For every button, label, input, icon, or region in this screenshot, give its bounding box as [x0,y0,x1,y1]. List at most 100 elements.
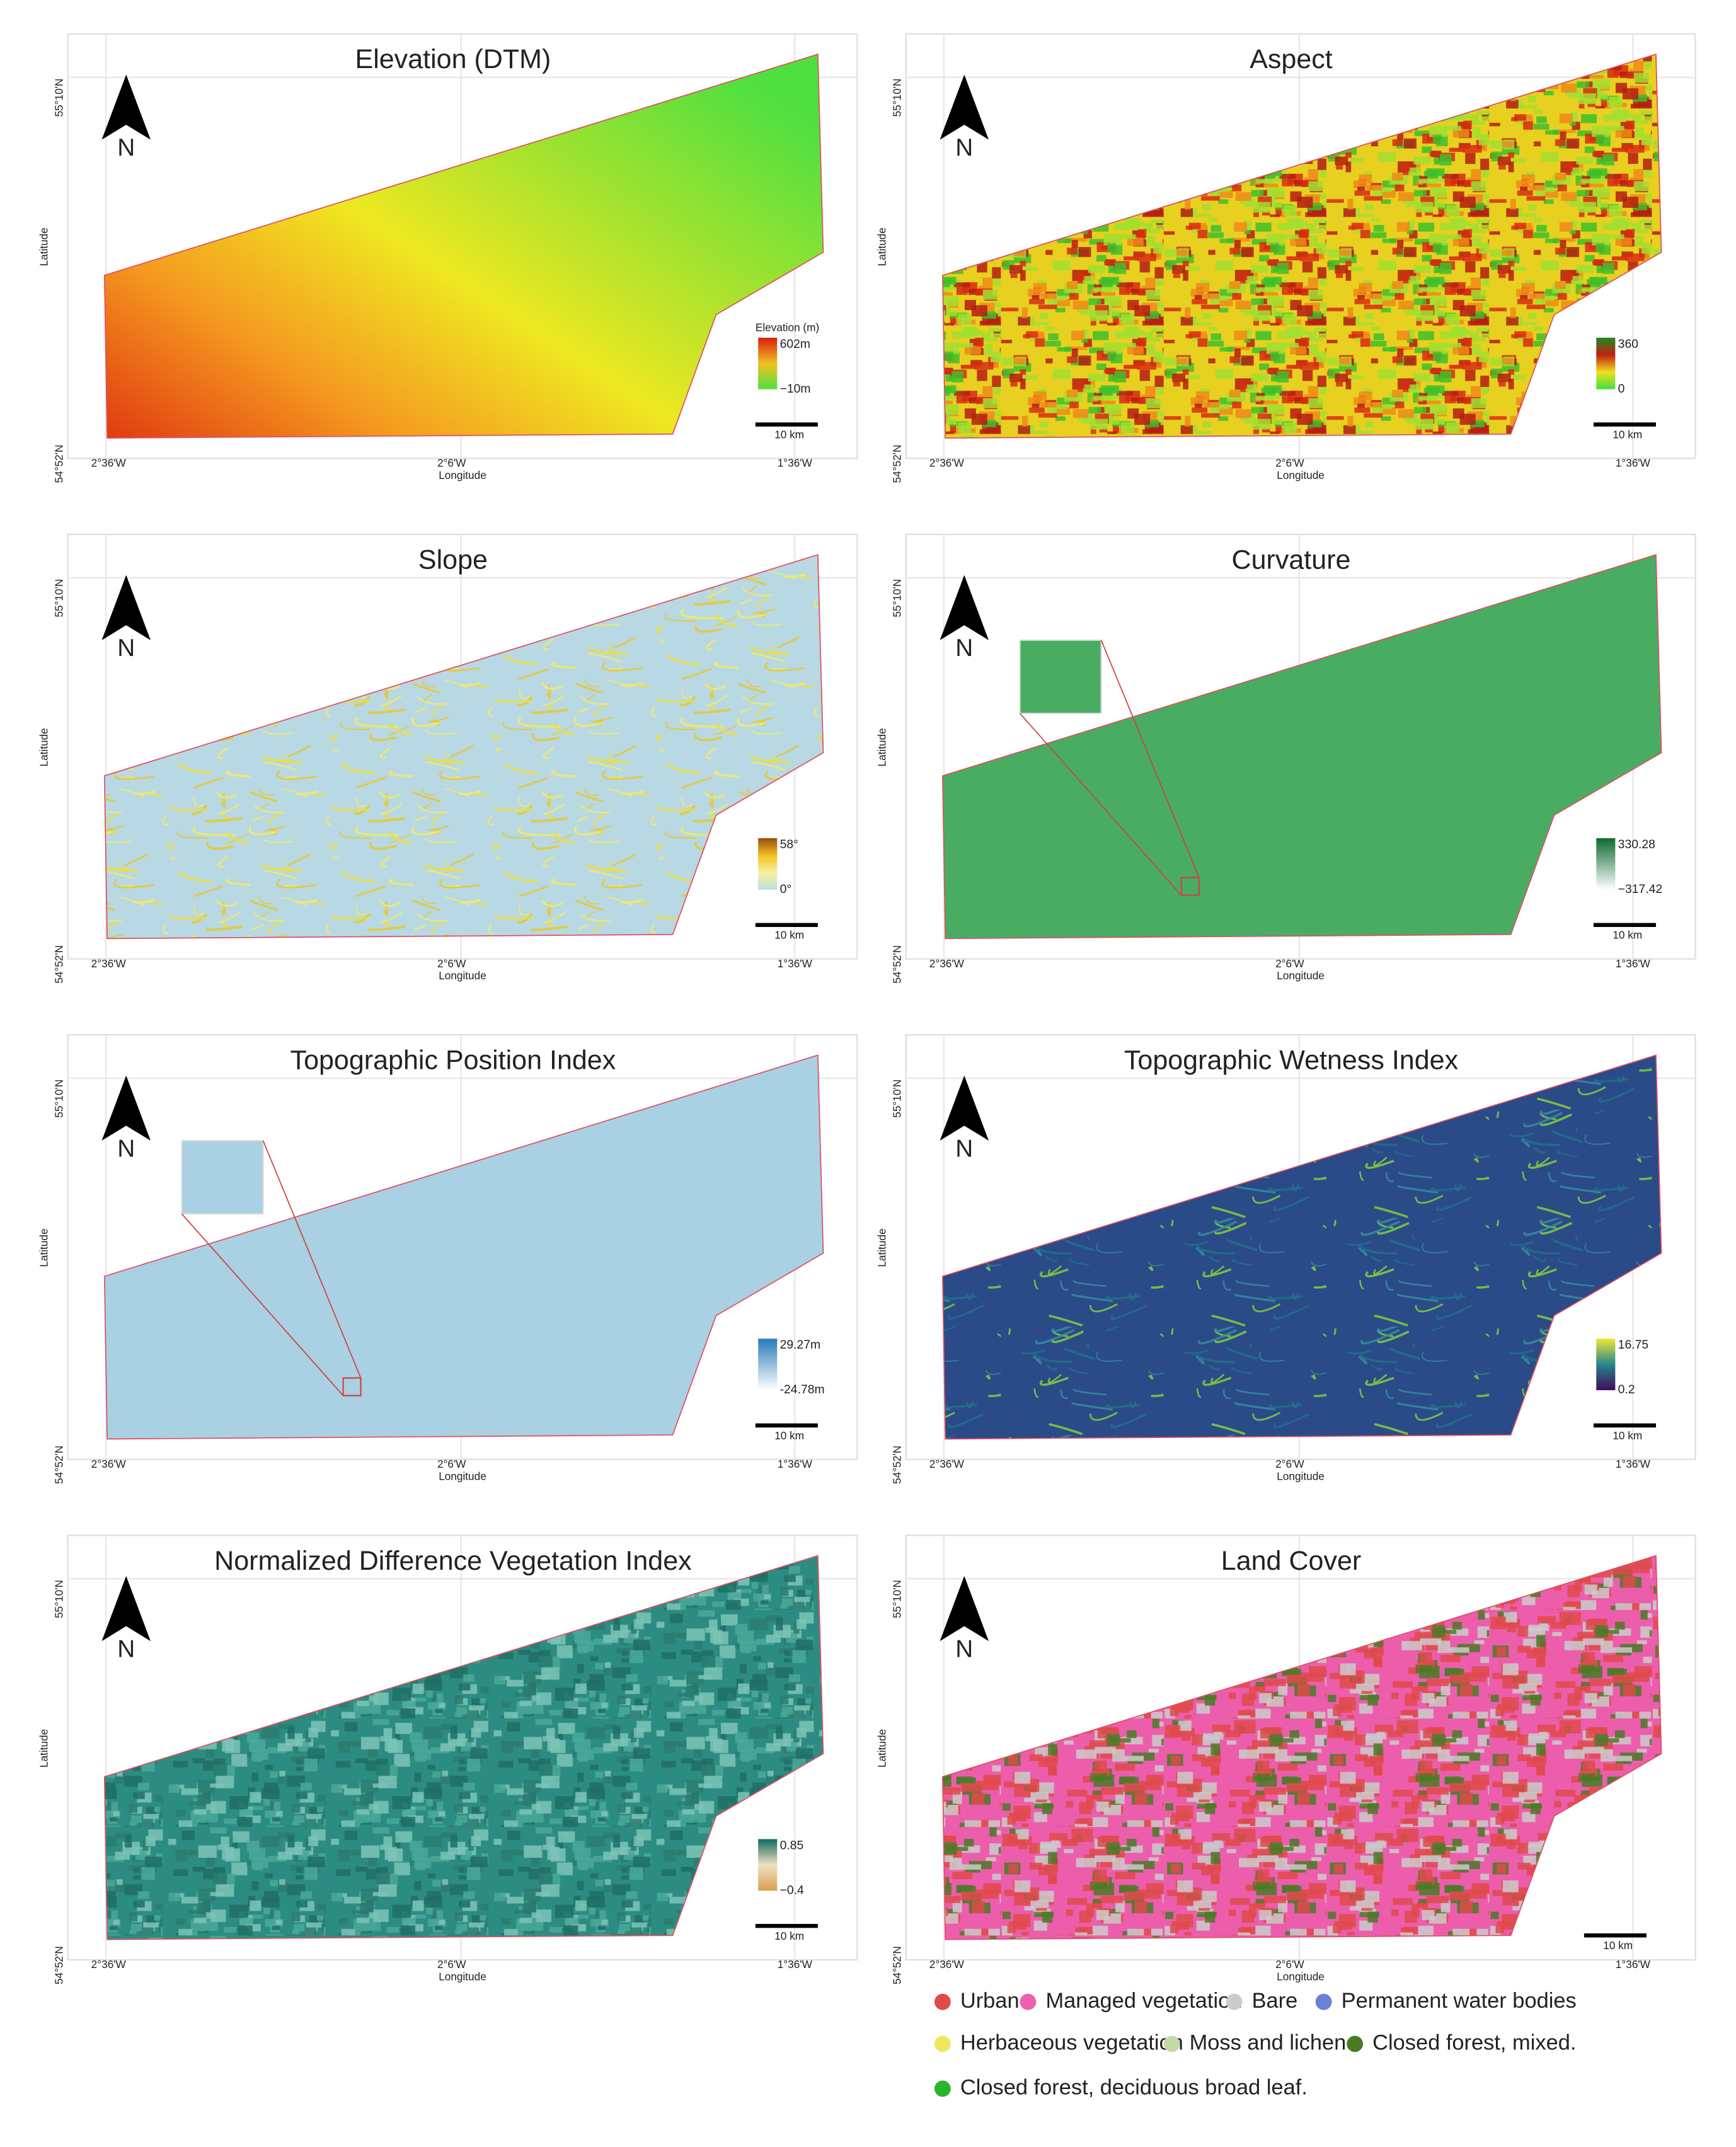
lon-tick-label: 1°36'W [778,1958,813,1971]
map-panel: Elevation (DTM) N 55°10'N 54°52'N 2°36'W 2°6'… [38,33,858,483]
inset-connector [1019,713,1182,896]
north-label: N [955,134,973,161]
legend-label: Permanent water bodies [1342,1989,1577,2013]
north-label: N [117,1636,135,1663]
color-bar [1596,1338,1616,1391]
map-area [103,554,824,940]
lat-tick-label: 54°52'N [890,945,903,984]
y-axis-label: Latitude [876,728,888,766]
inset-connector [262,1140,362,1379]
color-bar [1596,838,1616,890]
scale-label: 10 km [1603,1939,1633,1952]
legend-min: −317.42 [1618,882,1663,896]
legend-min: −10m [780,382,811,396]
legend-min: 0.2 [1618,1383,1635,1396]
north-arrow [101,1075,151,1141]
map-area [103,1555,824,1940]
color-bar [758,337,778,389]
lon-tick-label: 1°36'W [1616,457,1651,469]
legend-max: 360 [1618,337,1639,351]
legend-swatch [1163,2035,1180,2052]
lon-tick-label: 2°36'W [929,457,965,469]
scale-label: 10 km [1612,929,1642,941]
lat-tick-label: 54°52'N [52,445,65,483]
legend-swatch [1347,2035,1364,2052]
inset [1019,639,1102,715]
lon-tick-label: 2°6'W [1275,1458,1304,1470]
map-area [942,554,1662,940]
lat-tick-label: 55°10'N [52,79,65,117]
lon-tick-label: 2°36'W [91,957,127,970]
map-panel: Aspect N 55°10'N 54°52'N 2°36'W 2°6'W 1°36'W Lo… [876,33,1696,483]
scale-label: 10 km [774,1930,804,1942]
inset-connector [1100,640,1200,878]
color-bar [758,838,778,890]
lat-tick-label: 54°52'N [890,445,903,483]
map-title: Topographic Position Index [290,1045,616,1076]
legend-label: Managed vegetation [1045,1989,1242,2013]
y-axis-label: Latitude [38,728,50,766]
map-area [942,1054,1662,1440]
north-label: N [955,635,973,662]
lon-tick-label: 2°6'W [437,1958,466,1971]
color-bar [758,1338,778,1391]
map-title: Curvature [1232,544,1351,575]
x-axis-label: Longitude [439,469,486,481]
scale-label: 10 km [774,428,804,440]
lat-tick-label: 55°10'N [890,1079,903,1118]
zoom-box [1180,877,1200,896]
legend-label: Closed forest, deciduous broad leaf. [960,2076,1308,2100]
color-bar [1596,337,1616,389]
legend-label: Herbaceous vegetation [960,2031,1183,2055]
scale-label: 10 km [1612,428,1642,440]
lon-tick-label: 1°36'W [1616,957,1651,970]
map-panel: Slope N 55°10'N 54°52'N 2°36'W 2°6'W 1°36'W Lon… [38,533,858,984]
legend-max: 16.75 [1618,1338,1648,1352]
lat-tick-label: 54°52'N [890,1946,903,1984]
north-arrow [101,575,151,640]
lon-tick-label: 2°6'W [437,1458,466,1470]
inset [181,1139,264,1215]
legend-title: Elevation (m) [756,321,819,333]
lat-tick-label: 55°10'N [890,79,903,117]
legend-label: Moss and lichen [1190,2031,1347,2055]
map-area [942,53,1662,439]
legend-swatch [1315,1993,1332,2010]
legend-swatch [934,1993,951,2010]
map-title: Normalized Difference Vegetation Index [214,1546,692,1576]
north-label: N [955,1636,973,1663]
legend-max: 602m [780,337,810,351]
legend-label: Bare [1252,1989,1298,2013]
y-axis-label: Latitude [38,227,50,266]
north-arrow [940,1075,989,1141]
lon-tick-label: 1°36'W [1616,1958,1651,1971]
lat-tick-label: 54°52'N [890,1446,903,1484]
map-area [942,1555,1662,1940]
x-axis-label: Longitude [439,1470,486,1482]
map-area [103,53,824,439]
lon-tick-label: 2°36'W [91,457,127,469]
x-axis-label: Longitude [1277,469,1325,481]
map-area [103,1054,824,1440]
lon-tick-label: 2°36'W [91,1458,127,1470]
lon-tick-label: 2°6'W [437,957,466,970]
north-arrow [940,1575,989,1642]
lat-tick-label: 55°10'N [52,579,65,618]
north-label: N [117,1135,135,1162]
map-panel: Topographic Position Index N 55°10'N 54°52'… [38,1034,858,1484]
north-arrow [101,1575,151,1642]
scale-label: 10 km [774,1429,804,1442]
lon-tick-label: 2°6'W [1275,457,1304,469]
y-axis-label: Latitude [876,227,888,266]
lon-tick-label: 2°36'W [929,1958,965,1971]
scale-label: 10 km [1612,1429,1642,1442]
legend-max: 58° [780,838,798,851]
x-axis-label: Longitude [1277,1971,1325,1983]
legend-min: -24.78m [780,1383,825,1396]
legend-swatch [1226,1993,1243,2010]
map-title: Slope [418,544,488,575]
y-axis-label: Latitude [38,1228,50,1267]
lon-tick-label: 1°36'W [778,457,813,469]
legend-max: 0.85 [780,1838,804,1852]
